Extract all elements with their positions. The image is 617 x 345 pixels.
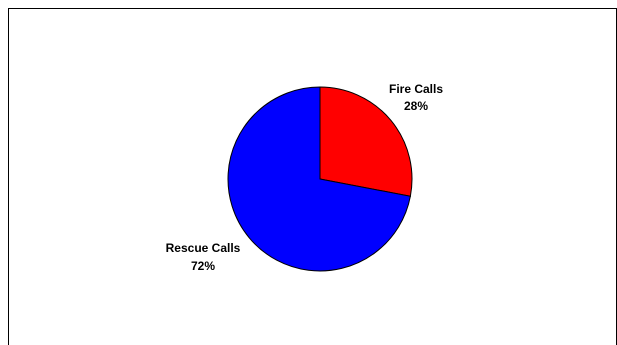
slice-percent-rescue-calls: 72%	[191, 259, 215, 273]
pie-slice-fire-calls	[319, 86, 413, 197]
pie-slices	[227, 86, 413, 272]
pie-labels: Fire Calls 28% Rescue Calls 72%	[166, 82, 444, 273]
slice-label-rescue-calls: Rescue Calls	[166, 241, 241, 255]
slice-label-fire-calls: Fire Calls	[389, 82, 443, 96]
pie-slice-rescue-calls	[227, 86, 411, 272]
slice-percent-fire-calls: 28%	[404, 99, 428, 113]
